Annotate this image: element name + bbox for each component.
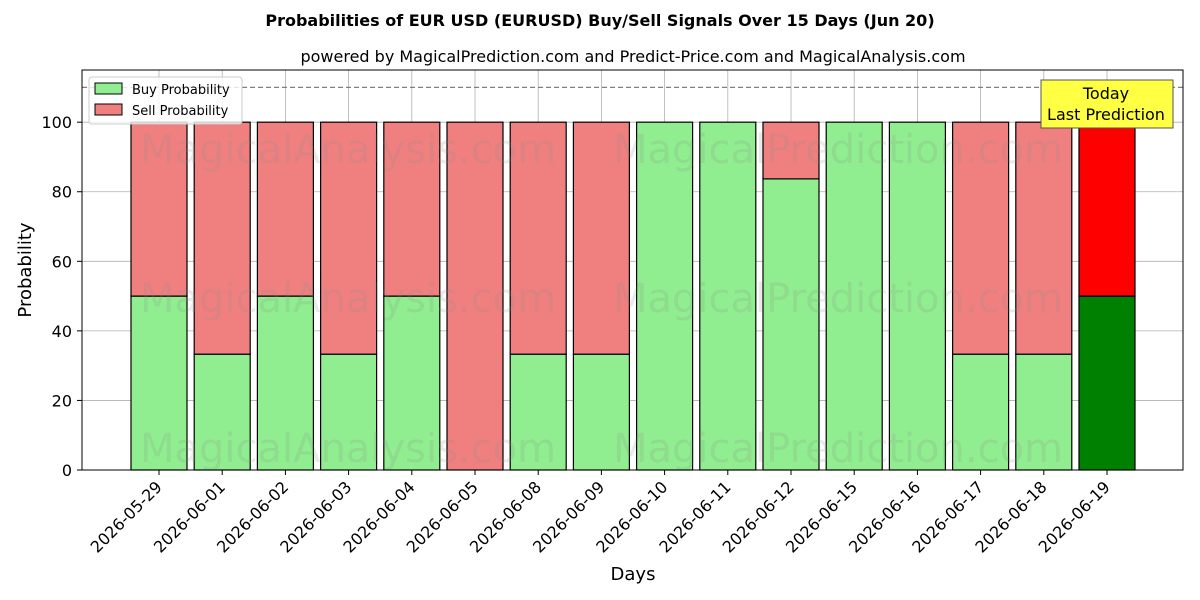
today-annotation: Today Last Prediction: [1040, 79, 1174, 129]
bar-buy: [699, 121, 757, 471]
legend-box: [88, 76, 243, 125]
y-axis: 0 20 40 60 80 100: [41, 113, 82, 480]
bar-buy: [635, 121, 694, 471]
bar-buy: [320, 353, 378, 471]
watermark: MagicalPrediction.com: [613, 127, 1063, 173]
bar-buy: [572, 353, 631, 471]
chart-subtitle: powered by MagicalPrediction.com and Pre…: [300, 47, 965, 66]
bar-sell: [446, 121, 504, 471]
bar-buy: [509, 353, 567, 471]
watermark: MagicalPrediction.com: [613, 276, 1063, 322]
bar-buy: [383, 295, 441, 471]
legend-label-sell: Sell Probability: [132, 104, 229, 119]
watermark: MagicalAnalysis.com: [140, 426, 556, 472]
bar-buy: [193, 353, 251, 471]
plot-frame: [81, 69, 1184, 471]
bar-sell: [762, 121, 820, 180]
legend: Buy Probability Sell Probability: [88, 76, 243, 125]
bar-sell: [383, 121, 441, 297]
chart-title: Probabilities of EUR USD (EURUSD) Buy/Se…: [265, 11, 934, 30]
bar-sell: [509, 121, 567, 355]
bar-buy: [1015, 353, 1073, 471]
bar-sell: [1015, 121, 1073, 355]
bar-buy: [951, 353, 1010, 471]
x-axis-label: Days: [611, 564, 656, 585]
bar-buy: [1078, 295, 1136, 471]
watermarks: MagicalAnalysis.com MagicalPrediction.com…: [140, 127, 1063, 472]
y-tick-label: 20: [52, 391, 72, 410]
y-tick-label: 60: [52, 252, 72, 271]
y-tick-label: 100: [41, 113, 72, 132]
bar-buy: [825, 121, 883, 471]
annotation-line-1: Today: [1082, 84, 1129, 103]
x-axis: 2026-05-292026-06-012026-06-022026-06-03…: [87, 470, 1114, 557]
annotation-box: [1040, 79, 1174, 129]
bar-sell: [572, 121, 631, 355]
watermark: MagicalPrediction.com: [613, 426, 1063, 472]
y-tick-label: 80: [52, 183, 72, 202]
bar-sell: [256, 121, 314, 297]
y-tick-label: 40: [52, 322, 72, 341]
bar-buy: [256, 295, 314, 471]
bar-sell: [320, 121, 378, 355]
legend-swatch-sell: [94, 103, 123, 116]
bar-sell: [130, 121, 188, 297]
annotation-line-2: Last Prediction: [1047, 105, 1165, 124]
bars: [130, 121, 1136, 471]
bar-buy: [762, 178, 820, 471]
watermark: MagicalAnalysis.com: [140, 127, 556, 173]
legend-swatch-buy: [94, 82, 123, 95]
bar-sell: [951, 121, 1010, 355]
y-tick-label: 0: [62, 461, 72, 480]
watermark: MagicalAnalysis.com: [140, 276, 556, 322]
bar-buy: [888, 121, 947, 471]
bar-sell: [1078, 121, 1136, 297]
y-axis-label: Probability: [15, 222, 36, 317]
legend-label-buy: Buy Probability: [132, 83, 230, 98]
